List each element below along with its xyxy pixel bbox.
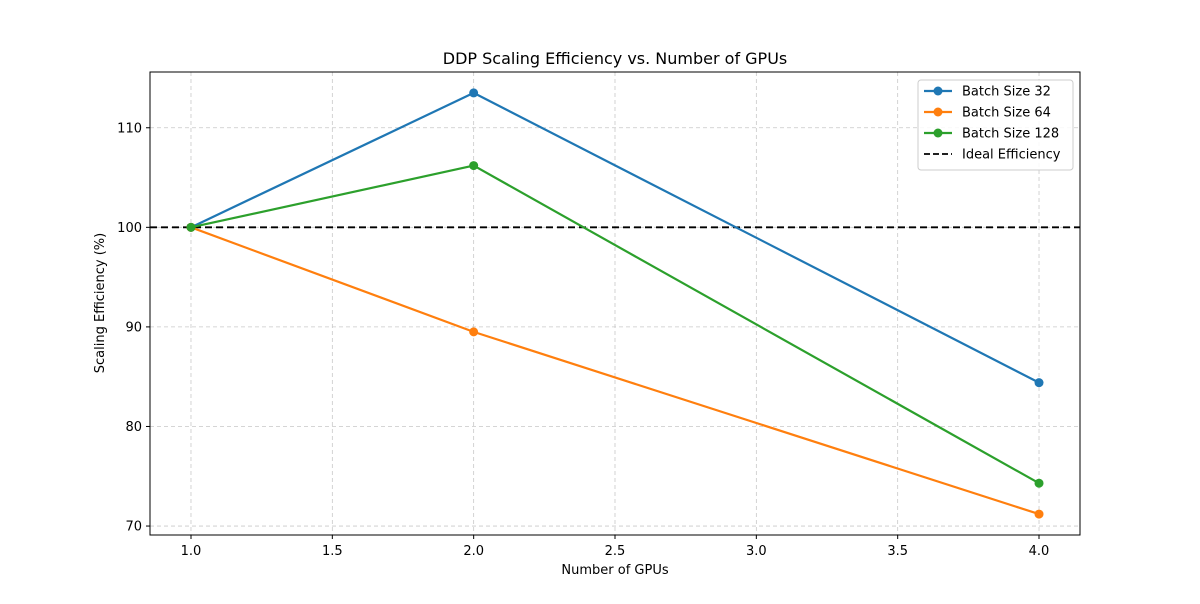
x-tick-label: 3.5 <box>887 544 908 559</box>
x-tick-label: 3.0 <box>746 544 767 559</box>
legend-label: Batch Size 64 <box>962 106 1051 121</box>
legend-label: Ideal Efficiency <box>962 148 1061 163</box>
x-tick-label: 4.0 <box>1029 544 1050 559</box>
data-point <box>1034 509 1044 519</box>
legend-label: Batch Size 128 <box>962 127 1059 142</box>
data-point <box>469 88 479 98</box>
data-point <box>469 327 479 337</box>
y-tick-label: 80 <box>125 420 142 435</box>
legend-swatch-marker <box>933 86 943 96</box>
data-point <box>186 222 196 232</box>
x-tick-label: 1.0 <box>181 544 202 559</box>
data-point <box>1034 378 1044 388</box>
x-tick-label: 2.0 <box>463 544 484 559</box>
legend-box <box>917 79 1074 171</box>
legend-swatch-marker <box>933 107 943 117</box>
data-point <box>469 161 479 171</box>
x-tick-label: 1.5 <box>322 544 343 559</box>
legend: Batch Size 32 Batch Size 64 Batch Size 128… <box>917 79 1074 171</box>
y-tick-label: 90 <box>125 320 142 335</box>
x-axis-label: Number of GPUs <box>561 563 668 578</box>
legend-label: Batch Size 32 <box>962 85 1051 100</box>
series-layer <box>186 88 1044 519</box>
y-tick-label: 100 <box>117 221 142 236</box>
series-3 <box>186 161 1044 488</box>
y-tick-label: 70 <box>125 520 142 535</box>
y-axis-label: Scaling Efficiency (%) <box>93 233 108 373</box>
x-tick-label: 2.5 <box>605 544 626 559</box>
data-point <box>1034 478 1044 488</box>
y-tick-label: 110 <box>117 121 142 136</box>
chart-title: DDP Scaling Efficiency vs. Number of GPU… <box>443 49 788 68</box>
axis-ticks: 1.0 1.5 2.0 2.5 3.0 3.5 4.0 70 80 90 100 110 <box>117 121 1049 559</box>
legend-swatch-marker <box>933 128 943 138</box>
